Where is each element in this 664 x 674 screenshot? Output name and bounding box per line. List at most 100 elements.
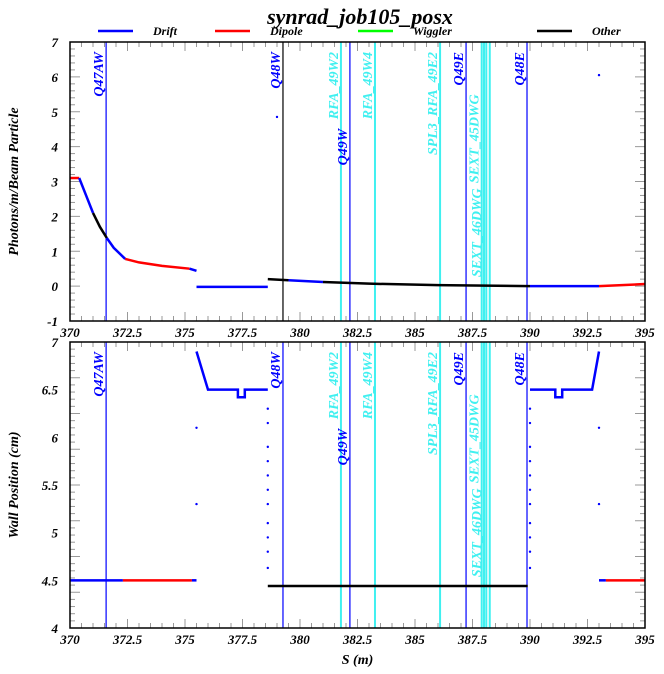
data-point: [528, 445, 532, 449]
element-label: SEXT_45DWG: [468, 94, 483, 183]
y-tick-label: 5.5: [42, 478, 59, 493]
element-label: SPL3_RFA_49E2: [426, 52, 441, 155]
element-label: Q48E: [513, 352, 528, 385]
legend-label-wiggler: Wiggler: [413, 24, 452, 38]
x-tick-label: 395: [634, 632, 655, 647]
data-point: [266, 488, 269, 491]
element-label: SEXT_46DWG: [470, 488, 485, 577]
x-tick-label: 382.5: [342, 325, 373, 340]
chart-title: synrad_job105_posx: [266, 4, 453, 29]
x-tick-label: 392.5: [572, 325, 603, 340]
element-label: SEXT_46DWG: [470, 188, 485, 277]
y-tick-label: 2: [51, 209, 59, 224]
data-point: [266, 445, 269, 449]
data-segment: [267, 277, 289, 282]
x-tick-label: 375: [174, 632, 195, 647]
legend-label-other: Other: [592, 24, 621, 38]
y-tick-label: 4: [51, 621, 59, 636]
data-point: [597, 73, 601, 77]
x-tick-label: 392.5: [572, 632, 603, 647]
data-point: [528, 521, 532, 525]
x-tick-label: 377.5: [227, 325, 258, 340]
data-point: [266, 459, 269, 463]
data-point: [266, 536, 269, 539]
data-segment: [91, 212, 108, 239]
element-label: Q49W: [336, 127, 351, 165]
element-label: Q47AW: [92, 350, 107, 396]
x-tick-label: 380: [289, 325, 310, 340]
element-label: Q48W: [269, 50, 284, 88]
data-point: [266, 502, 269, 506]
data-segment: [598, 282, 646, 288]
data-point: [528, 488, 532, 491]
y-tick-label: -1: [47, 314, 58, 329]
data-point: [195, 426, 198, 429]
y-axis-label: Photons/m/Beam Particle: [7, 107, 22, 255]
legend: Drift Dipole Wiggler Other: [98, 24, 621, 38]
element-label: Q47AW: [92, 50, 107, 96]
data-segment: [288, 278, 324, 284]
data-point: [266, 566, 269, 570]
element-label: RFA_49W2: [327, 352, 342, 420]
data-segment: [78, 177, 95, 214]
x-tick-label: 370: [59, 325, 80, 340]
data-point: [266, 550, 269, 553]
element-label: RFA_49W4: [361, 52, 376, 120]
data-point: [528, 550, 532, 553]
x-tick-label: 395: [634, 325, 655, 340]
y-tick-label: 4: [51, 140, 59, 155]
element-label: SEXT_45DWG: [468, 394, 483, 483]
y-tick-label: 7: [52, 35, 59, 50]
data-point: [266, 474, 269, 477]
data-point: [266, 521, 269, 525]
y-tick-label: 3: [51, 175, 59, 190]
y-axis-label: Wall Position (cm): [7, 431, 22, 538]
element-label: Q48E: [513, 52, 528, 85]
legend-label-drift: Drift: [152, 24, 178, 38]
data-point: [528, 459, 532, 463]
y-tick-label: 0: [52, 279, 59, 294]
data-point: [275, 115, 279, 119]
photons-plot: Q47AW Q48W RFA_49W2 Q49W RFA_49W4 SPL3_RFA_49…: [7, 35, 655, 340]
data-point: [266, 407, 269, 410]
data-segment: [530, 351, 601, 399]
data-point: [528, 407, 532, 410]
data-point: [597, 426, 601, 429]
x-tick-label: 390: [519, 632, 540, 647]
plot-frame: [69, 341, 646, 629]
element-label: Q48W: [269, 350, 284, 388]
data-point: [528, 566, 532, 570]
element-label: Q49E: [452, 52, 467, 85]
element-label: SPL3_RFA_49E2: [426, 352, 441, 455]
element-label: RFA_49W2: [327, 52, 342, 120]
data-segment: [124, 257, 190, 270]
x-tick-label: 380: [289, 632, 310, 647]
legend-label-dipole: Dipole: [269, 24, 303, 38]
element-label: Q49E: [452, 352, 467, 385]
plot-frame: [69, 41, 646, 322]
x-tick-label: 377.5: [227, 632, 258, 647]
data-point: [266, 421, 269, 425]
wall-position-plot: Q47AW Q48W RFA_49W2 Q49W RFA_49W4 SPL3_RFA_49…: [7, 335, 655, 668]
x-tick-label: 382.5: [342, 632, 373, 647]
data-point: [528, 502, 532, 506]
y-tick-label: 6: [52, 70, 59, 85]
data-point: [528, 474, 532, 477]
data-point: [195, 502, 198, 506]
y-tick-label: 4.5: [41, 573, 59, 588]
data-segment: [322, 280, 531, 288]
x-tick-label: 370: [59, 632, 80, 647]
x-tick-label: 372.5: [112, 325, 143, 340]
y-tick-label: 1: [52, 244, 59, 259]
x-tick-label: 372.5: [112, 632, 143, 647]
data-point: [597, 502, 601, 506]
element-label: RFA_49W4: [361, 352, 376, 420]
y-tick-label: 5: [52, 526, 59, 541]
data-segment: [105, 237, 127, 260]
data-segment: [195, 351, 268, 399]
x-axis-label: S (m): [342, 653, 374, 668]
x-tick-label: 375: [174, 325, 195, 340]
data-point: [528, 421, 532, 425]
data-segment: [189, 267, 197, 272]
